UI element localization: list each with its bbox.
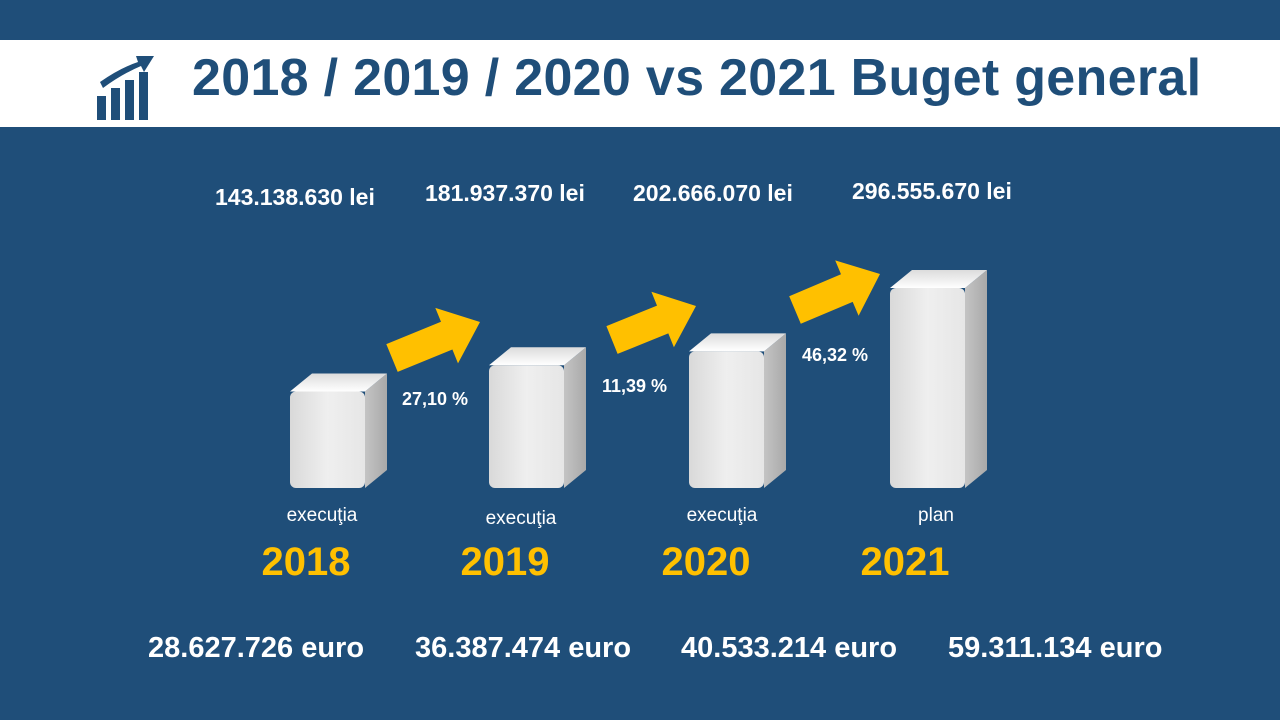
- year-label-2021: 2021: [860, 540, 950, 584]
- lei-label-2021: 296.555.670 lei: [852, 178, 1012, 204]
- bar-2018: [290, 373, 387, 488]
- bar-2019: [489, 347, 586, 488]
- growth-arrow-3: [789, 260, 880, 324]
- growth-arrow-1: [386, 307, 480, 372]
- mode-label-2021: plan: [918, 505, 954, 526]
- growth-label-3: 46,32 %: [802, 345, 869, 365]
- lei-label-2020: 202.666.070 lei: [633, 180, 793, 206]
- title-bar: 2018 / 2019 / 2020 vs 2021 Buget general: [0, 40, 1280, 127]
- lei-label-2018: 143.138.630 lei: [215, 184, 375, 210]
- mode-label-2019: execuţia: [485, 508, 557, 529]
- bar-2020: [689, 333, 786, 488]
- rising-bar-chart-icon: [97, 56, 154, 120]
- euro-label-2018: 28.627.726 euro: [148, 632, 365, 664]
- euro-label-2020: 40.533.214 euro: [681, 632, 898, 664]
- growth-arrow-2: [606, 291, 696, 354]
- euro-label-2021: 59.311.134 euro: [948, 632, 1163, 664]
- page-title: 2018 / 2019 / 2020 vs 2021 Buget general: [192, 49, 1202, 107]
- year-label-2019: 2019: [460, 540, 550, 584]
- growth-label-1: 27,10 %: [402, 389, 469, 409]
- year-label-2018: 2018: [261, 540, 351, 584]
- lei-label-2019: 181.937.370 lei: [425, 180, 585, 206]
- mode-label-2020: execuţia: [686, 505, 758, 526]
- year-label-2020: 2020: [661, 540, 751, 584]
- bar-2021: [890, 270, 987, 488]
- growth-label-2: 11,39 %: [602, 376, 668, 396]
- euro-label-2019: 36.387.474 euro: [415, 632, 632, 664]
- mode-label-2018: execuţia: [286, 505, 358, 526]
